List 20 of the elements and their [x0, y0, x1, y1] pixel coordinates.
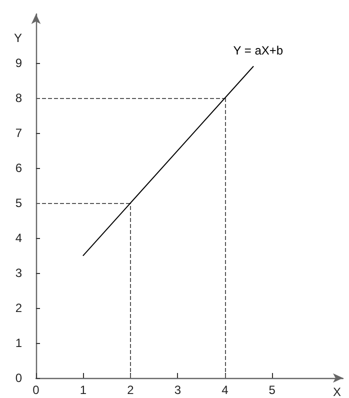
y-tick-label: 1	[15, 336, 22, 350]
y-tick-label: 2	[15, 301, 22, 315]
x-tick-label: 5	[268, 383, 276, 397]
y-tick-label: 0	[15, 371, 22, 385]
series-label: Y = aX+b	[233, 44, 284, 58]
y-tick-label: 9	[15, 56, 22, 70]
y-tick-label: 8	[15, 91, 22, 105]
x-axis-title: X	[333, 385, 342, 398]
y-axis-title: Y	[14, 31, 22, 45]
x-tick-label: 0	[32, 383, 40, 397]
x-tick-label: 2	[127, 383, 134, 397]
x-tick-label: 4	[222, 383, 229, 397]
y-tick-label: 7	[15, 126, 22, 140]
line-series	[82, 66, 254, 256]
x-tick-label: 3	[174, 383, 182, 397]
y-tick-label: 6	[15, 161, 22, 175]
y-tick-label: 3	[15, 266, 22, 280]
y-tick-label: 5	[15, 196, 22, 210]
y-tick-label: 4	[15, 231, 22, 245]
x-tick-label: 1	[80, 383, 87, 397]
